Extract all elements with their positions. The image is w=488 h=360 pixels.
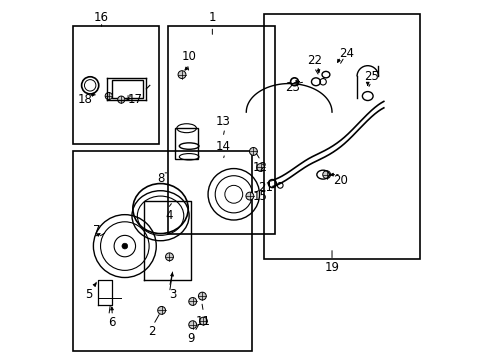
Circle shape [249,148,257,156]
Text: 6: 6 [108,316,116,329]
Circle shape [199,317,207,325]
Text: 8: 8 [157,172,164,185]
Text: 16: 16 [94,11,109,24]
Bar [264,14,419,258]
Text: 25: 25 [363,70,378,83]
Circle shape [245,192,253,200]
Circle shape [118,96,124,103]
Circle shape [188,297,196,305]
Text: 19: 19 [324,261,339,274]
Text: 20: 20 [333,174,347,186]
Bar [73,26,159,144]
Text: 22: 22 [306,54,321,67]
Text: 17: 17 [128,93,143,106]
Text: 14: 14 [215,140,230,153]
Text: 4: 4 [165,209,173,222]
Circle shape [105,93,112,100]
Circle shape [198,292,206,300]
Bar [175,128,198,158]
Text: 11: 11 [196,315,210,328]
Circle shape [178,71,185,78]
Bar [112,80,142,98]
Text: 9: 9 [187,333,194,346]
Text: 23: 23 [285,81,300,94]
Bar [73,152,251,351]
Text: 7: 7 [92,224,100,237]
Text: 10: 10 [182,50,196,63]
Text: 5: 5 [85,288,93,301]
Circle shape [165,253,173,261]
Text: 24: 24 [338,47,353,60]
Circle shape [256,163,264,171]
Circle shape [188,321,196,329]
Text: 3: 3 [169,288,176,301]
Text: 1: 1 [208,11,216,24]
Text: 15: 15 [253,190,267,203]
Circle shape [322,171,330,179]
Circle shape [122,243,127,249]
Text: 18: 18 [78,93,93,106]
Text: 13: 13 [215,114,230,127]
Text: 12: 12 [253,161,267,174]
Circle shape [157,306,165,314]
Bar [167,26,274,234]
Text: 2: 2 [147,325,155,338]
Text: 21: 21 [258,181,273,194]
